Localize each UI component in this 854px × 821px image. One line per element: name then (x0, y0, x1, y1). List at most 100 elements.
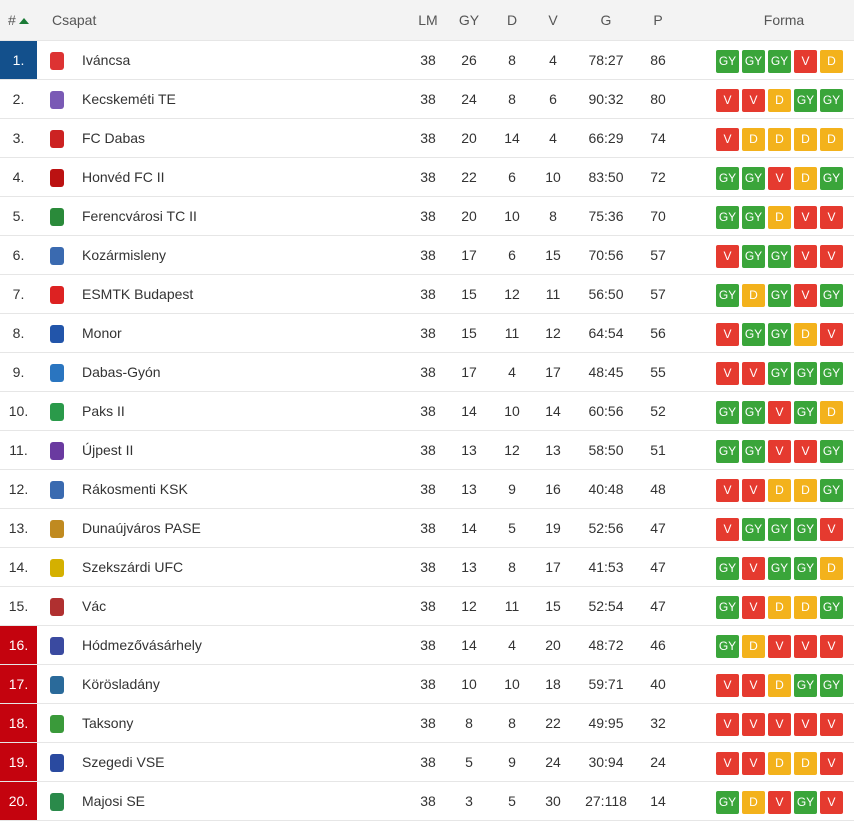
form-badge[interactable]: GY (794, 88, 817, 112)
form-badge[interactable]: GY (768, 556, 791, 580)
form-badge[interactable]: D (820, 400, 843, 424)
team-name-link[interactable]: Ferencvárosi TC II (82, 208, 197, 224)
team-name-link[interactable]: Újpest II (82, 442, 134, 458)
team-name-link[interactable]: Vác (82, 598, 107, 614)
form-badge[interactable]: GY (716, 49, 739, 73)
form-badge[interactable]: V (716, 478, 739, 502)
table-row[interactable]: 14. Szekszárdi UFC 38 13 8 17 41:53 47 GY V GY GY D (0, 548, 854, 587)
table-row[interactable]: 8. Monor 38 15 11 12 64:54 56 V GY GY D V (0, 314, 854, 353)
form-badge[interactable]: GY (716, 595, 739, 619)
team-logo-icon[interactable] (50, 158, 74, 196)
form-badge[interactable]: V (742, 712, 765, 736)
team-logo-icon[interactable] (50, 665, 74, 703)
form-badge[interactable]: D (768, 595, 791, 619)
form-badge[interactable]: V (820, 712, 843, 736)
team-logo-icon[interactable] (50, 353, 74, 391)
form-badge[interactable]: GY (820, 283, 843, 307)
form-badge[interactable]: V (742, 361, 765, 385)
team-logo-icon[interactable] (50, 587, 74, 625)
team-name-link[interactable]: Rákosmenti KSK (82, 481, 188, 497)
form-badge[interactable]: D (820, 127, 843, 151)
table-row[interactable]: 5. Ferencvárosi TC II 38 20 10 8 75:36 70 GY GY D V… (0, 197, 854, 236)
form-badge[interactable]: GY (742, 166, 765, 190)
form-badge[interactable]: D (768, 205, 791, 229)
form-badge[interactable]: GY (820, 673, 843, 697)
form-badge[interactable]: V (742, 556, 765, 580)
team-logo-icon[interactable] (50, 236, 74, 274)
form-badge[interactable]: GY (716, 400, 739, 424)
form-badge[interactable]: D (768, 127, 791, 151)
team-name-link[interactable]: Monor (82, 325, 122, 341)
form-badge[interactable]: GY (768, 244, 791, 268)
form-badge[interactable]: D (820, 556, 843, 580)
team-name-link[interactable]: Hódmezővásárhely (82, 637, 202, 653)
table-row[interactable]: 12. Rákosmenti KSK 38 13 9 16 40:48 48 V V D D GY (0, 470, 854, 509)
team-name-link[interactable]: Kecskeméti TE (82, 91, 176, 107)
form-badge[interactable]: GY (742, 439, 765, 463)
team-name-link[interactable]: Szekszárdi UFC (82, 559, 184, 575)
form-badge[interactable]: D (794, 127, 817, 151)
form-badge[interactable]: D (742, 283, 765, 307)
form-badge[interactable]: V (742, 751, 765, 775)
team-name-link[interactable]: Taksony (82, 715, 134, 731)
form-badge[interactable]: D (794, 166, 817, 190)
form-badge[interactable]: V (820, 244, 843, 268)
form-badge[interactable]: V (768, 166, 791, 190)
form-badge[interactable]: V (820, 322, 843, 346)
form-badge[interactable]: D (768, 478, 791, 502)
form-badge[interactable]: V (820, 751, 843, 775)
form-badge[interactable]: GY (794, 556, 817, 580)
form-badge[interactable]: V (794, 205, 817, 229)
team-logo-icon[interactable] (50, 41, 74, 79)
table-row[interactable]: 9. Dabas-Gyón 38 17 4 17 48:45 55 V V GY GY GY (0, 353, 854, 392)
gy-column-header[interactable]: GY (458, 12, 480, 28)
team-logo-icon[interactable] (50, 275, 74, 313)
form-badge[interactable]: V (768, 790, 791, 814)
table-row[interactable]: 18. Taksony 38 8 8 22 49:95 32 V V V V V (0, 704, 854, 743)
team-name-link[interactable]: ESMTK Budapest (82, 286, 194, 302)
form-badge[interactable]: D (742, 127, 765, 151)
form-badge[interactable]: V (742, 595, 765, 619)
table-row[interactable]: 7. ESMTK Budapest 38 15 12 11 56:50 57 GY D GY V GY (0, 275, 854, 314)
rank-column-header[interactable]: # (8, 0, 29, 40)
form-badge[interactable]: D (742, 634, 765, 658)
form-badge[interactable]: GY (794, 790, 817, 814)
team-name-link[interactable]: Kozármisleny (82, 247, 167, 263)
form-badge[interactable]: GY (716, 556, 739, 580)
form-badge[interactable]: GY (742, 205, 765, 229)
form-badge[interactable]: V (820, 634, 843, 658)
team-logo-icon[interactable] (50, 782, 74, 820)
form-badge[interactable]: GY (716, 439, 739, 463)
form-badge[interactable]: GY (794, 400, 817, 424)
v-column-header[interactable]: V (548, 12, 558, 28)
form-badge[interactable]: V (716, 244, 739, 268)
form-badge[interactable]: GY (794, 517, 817, 541)
team-logo-icon[interactable] (50, 743, 74, 781)
team-logo-icon[interactable] (50, 197, 74, 235)
form-badge[interactable]: GY (820, 439, 843, 463)
form-badge[interactable]: V (794, 49, 817, 73)
team-name-link[interactable]: Honvéd FC II (82, 169, 165, 185)
form-badge[interactable]: D (742, 790, 765, 814)
team-name-link[interactable]: Iváncsa (82, 52, 131, 68)
form-badge[interactable]: GY (742, 49, 765, 73)
form-badge[interactable]: D (768, 673, 791, 697)
table-row[interactable]: 10. Paks II 38 14 10 14 60:56 52 GY GY V GY D (0, 392, 854, 431)
table-row[interactable]: 19. Szegedi VSE 38 5 9 24 30:94 24 V V D D V (0, 743, 854, 782)
form-badge[interactable]: V (742, 673, 765, 697)
team-logo-icon[interactable] (50, 704, 74, 742)
g-column-header[interactable]: G (600, 12, 612, 28)
team-logo-icon[interactable] (50, 314, 74, 352)
form-badge[interactable]: GY (716, 205, 739, 229)
form-badge[interactable]: V (820, 790, 843, 814)
form-badge[interactable]: GY (820, 478, 843, 502)
team-name-link[interactable]: Körösladány (82, 676, 160, 692)
table-row[interactable]: 11. Újpest II 38 13 12 13 58:50 51 GY GY V V GY (0, 431, 854, 470)
form-badge[interactable]: GY (794, 673, 817, 697)
form-badge[interactable]: GY (716, 166, 739, 190)
table-row[interactable]: 15. Vác 38 12 11 15 52:54 47 GY V D D GY (0, 587, 854, 626)
team-logo-icon[interactable] (50, 548, 74, 586)
team-logo-icon[interactable] (50, 509, 74, 547)
form-badge[interactable]: GY (768, 361, 791, 385)
table-row[interactable]: 20. Majosi SE 38 3 5 30 27:118 14 GY D V GY V (0, 782, 854, 821)
